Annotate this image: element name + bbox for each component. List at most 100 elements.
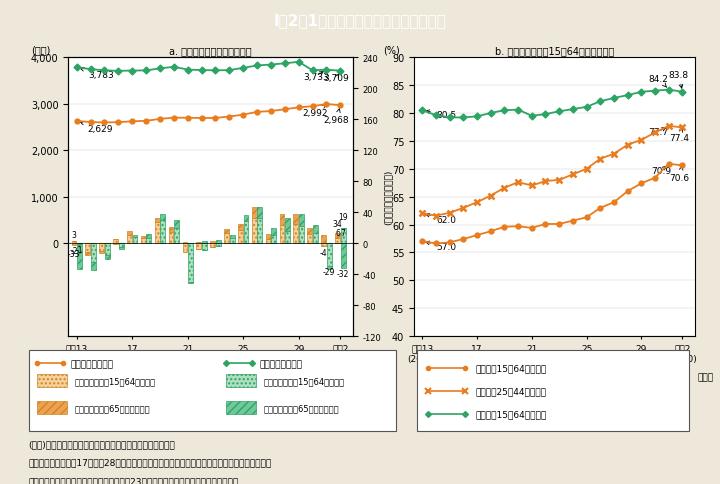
Bar (119, 243, 124, 247)
Bar (294, 214, 298, 224)
Bar (86, 253, 90, 255)
Text: -33: -33 (68, 250, 80, 259)
Bar (161, 220, 165, 243)
Bar (266, 234, 271, 240)
Bar (127, 232, 132, 235)
就業率（15～64歳男性） (473, 114, 482, 120)
Line: 就業者数（女性）: 就業者数（女性） (74, 103, 343, 126)
就業率（15～64歳男性） (555, 109, 564, 115)
Text: 対前年増減数（65歳以上男性）: 対前年増減数（65歳以上男性） (264, 403, 339, 412)
Text: 62.0: 62.0 (426, 214, 456, 224)
Bar (168, 233, 174, 243)
Bar (197, 243, 201, 249)
Bar (188, 243, 193, 282)
Bar (161, 214, 165, 220)
就業率（25～44歳女性） (596, 156, 605, 162)
就業者数（男性） (142, 68, 150, 74)
就業率（15～64歳男性） (418, 108, 426, 114)
Bar (224, 230, 229, 234)
Bar (285, 219, 290, 232)
Text: -4: -4 (320, 248, 328, 257)
就業者数（男性） (322, 68, 330, 74)
Bar (225, 401, 256, 414)
就業率（15～64歳女性） (610, 200, 618, 206)
Text: I－2－1図　就業者数及び就業率の推移: I－2－1図 就業者数及び就業率の推移 (274, 13, 446, 28)
就業者数（男性） (336, 69, 345, 75)
Bar (91, 243, 96, 263)
就業率（15～64歳男性） (431, 113, 440, 119)
Bar (37, 401, 67, 414)
Bar (86, 243, 90, 253)
就業率（25～44歳女性） (637, 137, 646, 143)
就業率（15～64歳男性） (582, 105, 591, 110)
就業率（15～64歳男性） (665, 88, 673, 93)
就業者数（男性） (128, 69, 137, 75)
Line: 就業率（15～64歳男性）: 就業率（15～64歳男性） (420, 88, 685, 121)
就業率（25～44歳女性） (665, 123, 673, 129)
就業者数（女性） (308, 104, 317, 110)
Bar (307, 234, 312, 243)
Line: 就業率（25～44歳女性）: 就業率（25～44歳女性） (419, 123, 686, 220)
FancyBboxPatch shape (29, 350, 396, 432)
就業率（15～64歳女性） (637, 181, 646, 187)
Bar (174, 229, 179, 243)
就業者数（女性） (156, 117, 164, 122)
就業者数（男性） (169, 65, 178, 71)
Text: 2,968: 2,968 (324, 109, 349, 125)
Bar (313, 225, 318, 234)
Text: 対前年増減数（15～64歳女性）: 対前年増減数（15～64歳女性） (74, 376, 156, 385)
Bar (271, 235, 276, 243)
就業者数（女性） (73, 119, 81, 124)
就業率（15～64歳女性） (582, 215, 591, 221)
Text: 84.2: 84.2 (648, 75, 668, 88)
Text: （年）: （年） (698, 373, 714, 381)
就業率（25～44歳女性） (569, 172, 577, 178)
Line: 就業率（15～64歳女性）: 就業率（15～64歳女性） (420, 162, 685, 246)
Bar (105, 243, 109, 255)
就業率（25～44歳女性） (487, 193, 495, 199)
Bar (132, 236, 138, 238)
Bar (174, 220, 179, 229)
Bar (313, 234, 318, 243)
Text: (備考)１．　総務省「労働力調査（基本集計）」より作成。: (備考)１． 総務省「労働力調査（基本集計）」より作成。 (29, 439, 175, 449)
Bar (146, 234, 151, 238)
就業率（15～64歳女性） (651, 175, 660, 181)
Bar (155, 219, 160, 223)
Bar (202, 242, 207, 243)
Text: 3,733: 3,733 (303, 73, 328, 81)
就業率（15～64歳女性） (473, 233, 482, 239)
就業率（15～64歳男性） (596, 99, 605, 105)
就業率（15～64歳女性） (514, 224, 523, 229)
就業者数（男性） (197, 68, 206, 74)
就業率（15～64歳男性） (500, 108, 509, 114)
Bar (146, 238, 151, 243)
Bar (119, 247, 124, 250)
Text: 83.8: 83.8 (669, 71, 689, 89)
就業者数（女性） (86, 120, 95, 126)
Title: b. 生産年齢人口（15～64歳）の就業率: b. 生産年齢人口（15～64歳）の就業率 (495, 46, 614, 56)
Bar (91, 263, 96, 271)
Text: -1: -1 (76, 246, 84, 255)
就業率（25～44歳女性） (555, 178, 564, 183)
Bar (210, 243, 215, 247)
就業率（15～64歳男性） (528, 114, 536, 120)
Bar (225, 374, 256, 387)
就業率（15～64歳女性） (569, 218, 577, 224)
Text: 就業率（15～64歳男性）: 就業率（15～64歳男性） (476, 409, 547, 418)
就業者数（女性） (128, 119, 137, 125)
就業者数（女性） (100, 121, 109, 126)
Bar (243, 216, 248, 222)
就業者数（男性） (211, 68, 220, 74)
就業率（15～64歳女性） (431, 241, 440, 247)
就業者数（女性） (322, 102, 330, 108)
就業者数（男性） (281, 61, 289, 67)
Text: 70.9: 70.9 (651, 167, 671, 176)
就業率（15～64歳男性） (487, 111, 495, 117)
就業率（15～64歳男性） (569, 107, 577, 113)
Text: 2,629: 2,629 (80, 122, 113, 134)
就業率（25～44歳女性） (418, 211, 426, 217)
Bar (238, 230, 243, 243)
就業者数（男性） (114, 69, 122, 75)
Text: (万人): (万人) (32, 45, 51, 55)
Text: 80.5: 80.5 (426, 111, 456, 120)
